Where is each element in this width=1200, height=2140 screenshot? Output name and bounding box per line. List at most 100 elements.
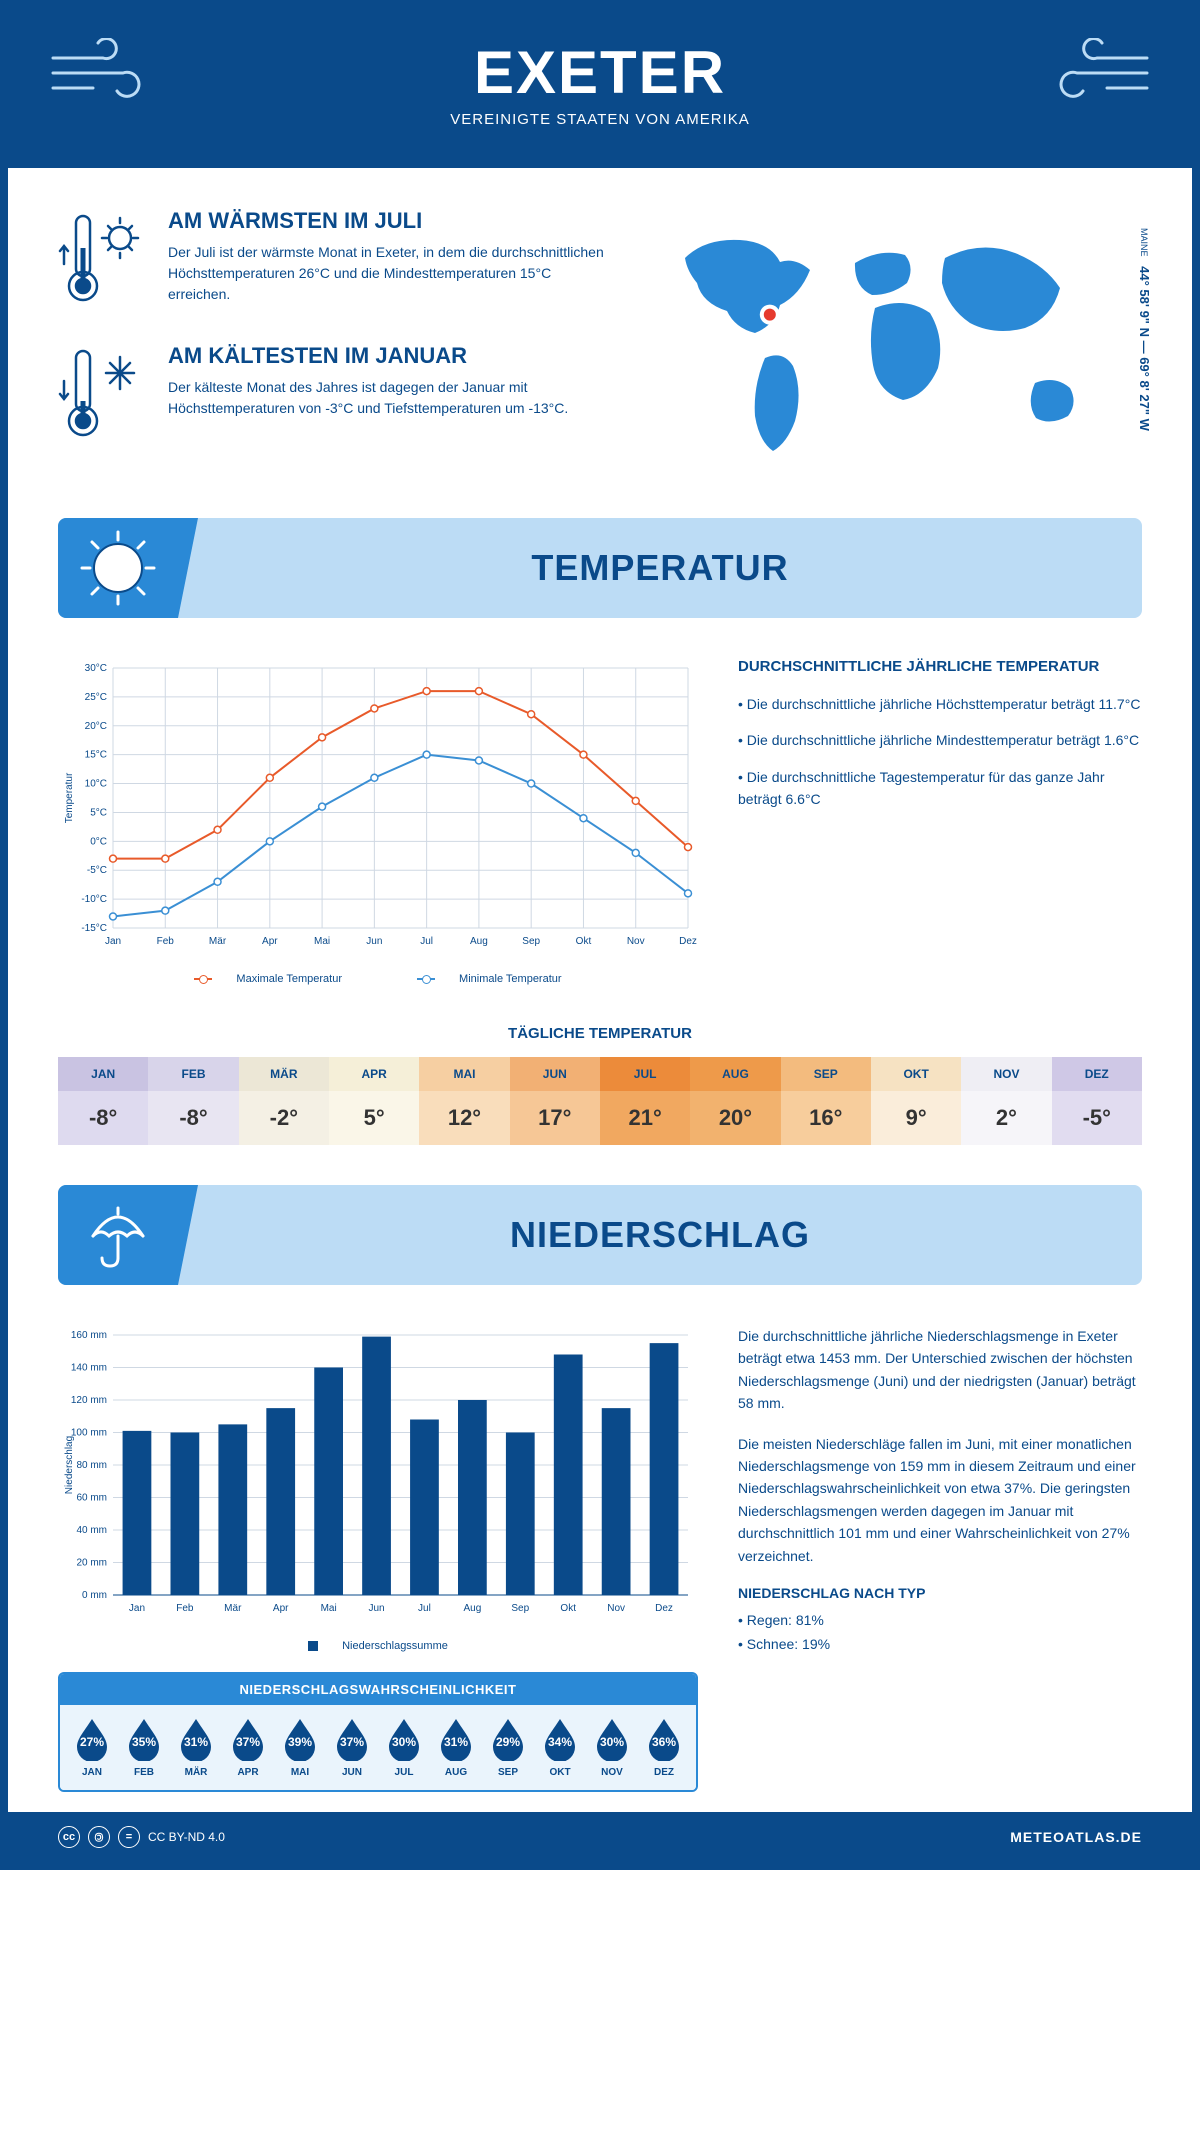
svg-text:Mai: Mai bbox=[314, 936, 330, 947]
page: EXETER VEREINIGTE STAATEN VON AMERIKA AM… bbox=[0, 0, 1200, 1870]
precip-text-2: Die meisten Niederschläge fallen im Juni… bbox=[738, 1433, 1142, 1567]
daily-cell: FEB-8° bbox=[148, 1057, 238, 1145]
svg-text:20 mm: 20 mm bbox=[76, 1558, 107, 1569]
svg-text:Nov: Nov bbox=[607, 1603, 625, 1614]
temp-bullet: • Die durchschnittliche jährliche Höchst… bbox=[738, 693, 1142, 715]
prob-title: NIEDERSCHLAGSWAHRSCHEINLICHKEIT bbox=[60, 1674, 696, 1705]
fact-warm-title: AM WÄRMSTEN IM JULI bbox=[168, 208, 605, 234]
temp-summary-title: DURCHSCHNITTLICHE JÄHRLICHE TEMPERATUR bbox=[738, 658, 1142, 675]
svg-text:Mai: Mai bbox=[321, 1603, 337, 1614]
by-icon: 🄯 bbox=[88, 1826, 110, 1848]
precip-summary: Die durchschnittliche jährliche Niedersc… bbox=[738, 1325, 1142, 1792]
prob-cell: 30%NOV bbox=[586, 1717, 638, 1778]
daily-cell: APR5° bbox=[329, 1057, 419, 1145]
footer: cc 🄯 = CC BY-ND 4.0 METEOATLAS.DE bbox=[8, 1812, 1192, 1862]
temperature-line-chart: -15°C-10°C-5°C0°C5°C10°C15°C20°C25°C30°C… bbox=[58, 658, 698, 958]
svg-text:Jul: Jul bbox=[420, 936, 433, 947]
svg-text:Temperatur: Temperatur bbox=[64, 772, 75, 823]
svg-text:5°C: 5°C bbox=[90, 807, 107, 818]
svg-text:160 mm: 160 mm bbox=[71, 1330, 107, 1341]
svg-text:Dez: Dez bbox=[679, 936, 697, 947]
svg-text:Sep: Sep bbox=[511, 1603, 529, 1614]
daily-cell: MAI12° bbox=[419, 1057, 509, 1145]
prob-cell: 31%AUG bbox=[430, 1717, 482, 1778]
svg-text:Niederschlag: Niederschlag bbox=[64, 1436, 75, 1494]
svg-text:Nov: Nov bbox=[627, 936, 645, 947]
fact-cold-title: AM KÄLTESTEN IM JANUAR bbox=[168, 343, 605, 369]
svg-text:Mär: Mär bbox=[209, 936, 227, 947]
svg-text:-5°C: -5°C bbox=[87, 865, 107, 876]
coordinates: MAINE 44° 58' 9" N — 69° 8' 27" W bbox=[1137, 228, 1152, 431]
prob-cell: 39%MAI bbox=[274, 1717, 326, 1778]
svg-text:20°C: 20°C bbox=[85, 721, 107, 732]
svg-text:Jan: Jan bbox=[105, 936, 121, 947]
precip-probability-box: NIEDERSCHLAGSWAHRSCHEINLICHKEIT 27%JAN35… bbox=[58, 1672, 698, 1792]
world-map: MAINE 44° 58' 9" N — 69° 8' 27" W bbox=[645, 208, 1142, 478]
temperature-section: -15°C-10°C-5°C0°C5°C10°C15°C20°C25°C30°C… bbox=[8, 618, 1192, 1005]
daily-cell: OKT9° bbox=[871, 1057, 961, 1145]
daily-cell: SEP16° bbox=[781, 1057, 871, 1145]
bytype-item: • Regen: 81% bbox=[738, 1609, 1142, 1631]
intro-section: AM WÄRMSTEN IM JULI Der Juli ist der wär… bbox=[8, 168, 1192, 518]
svg-text:Feb: Feb bbox=[157, 936, 175, 947]
daily-temp-title: TÄGLICHE TEMPERATUR bbox=[8, 1025, 1192, 1042]
svg-text:Dez: Dez bbox=[655, 1603, 673, 1614]
svg-text:100 mm: 100 mm bbox=[71, 1428, 107, 1439]
svg-text:Apr: Apr bbox=[273, 1603, 289, 1614]
svg-text:80 mm: 80 mm bbox=[76, 1460, 107, 1471]
prob-cell: 37%JUN bbox=[326, 1717, 378, 1778]
svg-text:Apr: Apr bbox=[262, 936, 278, 947]
fact-coldest: AM KÄLTESTEN IM JANUAR Der kälteste Mona… bbox=[58, 343, 605, 448]
prob-cell: 37%APR bbox=[222, 1717, 274, 1778]
precip-text-1: Die durchschnittliche jährliche Niedersc… bbox=[738, 1325, 1142, 1415]
precip-section: 0 mm 20 mm 40 mm 60 mm 80 mm 100 mm 120 mm 140 … bbox=[8, 1285, 1192, 1812]
temperature-chart: -15°C-10°C-5°C0°C5°C10°C15°C20°C25°C30°C… bbox=[58, 658, 698, 985]
fact-warm-text: Der Juli ist der wärmste Monat in Exeter… bbox=[168, 242, 605, 305]
svg-text:Aug: Aug bbox=[470, 936, 488, 947]
bytype-item: • Schnee: 19% bbox=[738, 1633, 1142, 1655]
temperature-title: TEMPERATUR bbox=[178, 547, 1142, 589]
nd-icon: = bbox=[118, 1826, 140, 1848]
daily-temp-table: JAN-8°FEB-8°MÄR-2°APR5°MAI12°JUN17°JUL21… bbox=[58, 1057, 1142, 1145]
daily-cell: NOV2° bbox=[961, 1057, 1051, 1145]
fact-cold-text: Der kälteste Monat des Jahres ist dagege… bbox=[168, 377, 605, 419]
sun-icon bbox=[58, 518, 178, 618]
daily-cell: DEZ-5° bbox=[1052, 1057, 1142, 1145]
umbrella-icon bbox=[58, 1185, 178, 1285]
svg-text:140 mm: 140 mm bbox=[71, 1363, 107, 1374]
fact-warmest: AM WÄRMSTEN IM JULI Der Juli ist der wär… bbox=[58, 208, 605, 313]
prob-cell: 30%JUL bbox=[378, 1717, 430, 1778]
daily-cell: JAN-8° bbox=[58, 1057, 148, 1145]
wind-icon bbox=[1042, 38, 1152, 113]
header: EXETER VEREINIGTE STAATEN VON AMERIKA bbox=[8, 8, 1192, 168]
svg-text:Jul: Jul bbox=[418, 1603, 431, 1614]
prob-cell: 34%OKT bbox=[534, 1717, 586, 1778]
svg-text:40 mm: 40 mm bbox=[76, 1525, 107, 1536]
site-name: METEOATLAS.DE bbox=[1010, 1829, 1142, 1845]
temperature-summary: DURCHSCHNITTLICHE JÄHRLICHE TEMPERATUR •… bbox=[738, 658, 1142, 985]
precip-left: 0 mm 20 mm 40 mm 60 mm 80 mm 100 mm 120 mm 140 … bbox=[58, 1325, 698, 1792]
svg-text:25°C: 25°C bbox=[85, 692, 107, 703]
svg-text:0°C: 0°C bbox=[90, 836, 107, 847]
svg-text:60 mm: 60 mm bbox=[76, 1493, 107, 1504]
prob-cell: 35%FEB bbox=[118, 1717, 170, 1778]
temp-bullet: • Die durchschnittliche Tagestemperatur … bbox=[738, 766, 1142, 811]
prob-cell: 31%MÄR bbox=[170, 1717, 222, 1778]
thermometer-sun-icon bbox=[58, 208, 148, 313]
svg-text:Sep: Sep bbox=[522, 936, 540, 947]
wind-icon bbox=[48, 38, 158, 113]
svg-text:0 mm: 0 mm bbox=[82, 1590, 107, 1601]
svg-text:Okt: Okt bbox=[576, 936, 592, 947]
prob-cell: 29%SEP bbox=[482, 1717, 534, 1778]
svg-text:Aug: Aug bbox=[463, 1603, 481, 1614]
svg-text:Jun: Jun bbox=[366, 936, 382, 947]
prob-cell: 27%JAN bbox=[66, 1717, 118, 1778]
world-map-svg bbox=[645, 208, 1125, 468]
intro-facts: AM WÄRMSTEN IM JULI Der Juli ist der wär… bbox=[58, 208, 605, 478]
daily-cell: AUG20° bbox=[690, 1057, 780, 1145]
license: cc 🄯 = CC BY-ND 4.0 bbox=[58, 1826, 225, 1848]
svg-text:Okt: Okt bbox=[560, 1603, 576, 1614]
svg-text:120 mm: 120 mm bbox=[71, 1395, 107, 1406]
svg-text:Jun: Jun bbox=[368, 1603, 384, 1614]
svg-text:15°C: 15°C bbox=[85, 750, 107, 761]
